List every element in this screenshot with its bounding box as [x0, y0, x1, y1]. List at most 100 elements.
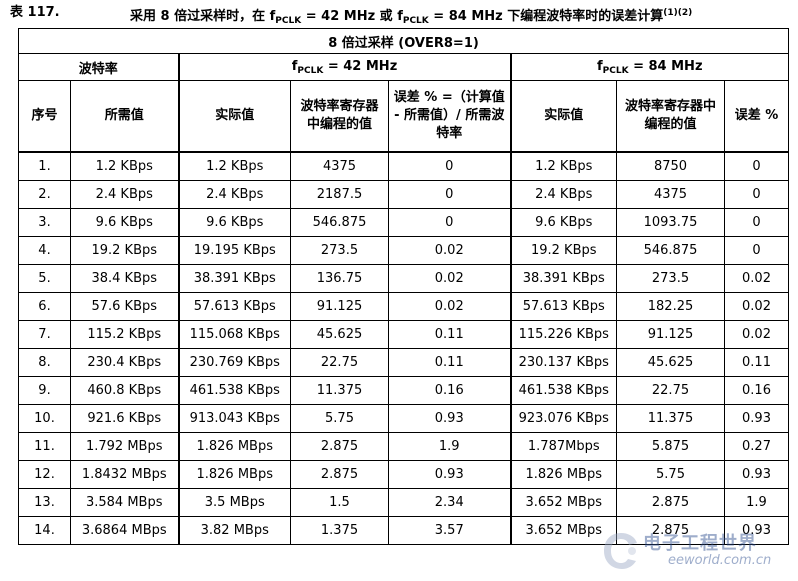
cell-register-42: 1.375 [290, 516, 389, 545]
cell-required: 38.4 KBps [70, 264, 180, 293]
cell-register-42: 91.125 [290, 292, 389, 321]
table-row: 13. 3.584 MBps 3.5 MBps 1.5 2.34 3.652 MBps 2.… [18, 488, 789, 517]
oversampling-header: 8 倍过采样 (OVER8=1) [18, 28, 789, 54]
cell-actual-42: 3.5 MBps [178, 488, 291, 517]
col-header-actual-42: 实际值 [178, 80, 291, 153]
cell-actual-84: 1.2 KBps [510, 151, 617, 181]
fpclk-84-header: fPCLK = 84 MHz [510, 53, 789, 81]
cell-register-42: 546.875 [290, 208, 389, 237]
cell-error-42: 0.93 [388, 404, 512, 433]
cell-actual-42: 19.195 KBps [178, 236, 291, 265]
cell-register-42: 1.5 [290, 488, 389, 517]
table-row: 3. 9.6 KBps 9.6 KBps 546.875 0 9.6 KBps 1093.7… [18, 208, 789, 237]
cell-register-84: 1093.75 [616, 208, 725, 237]
cell-index: 9. [18, 376, 71, 405]
cell-register-42: 2187.5 [290, 180, 389, 209]
eeworld-watermark: 电子工程世界 eeworld.com.cn [598, 527, 788, 577]
cell-error-42: 0 [388, 151, 512, 181]
cell-register-84: 4375 [616, 180, 725, 209]
cell-actual-84: 19.2 KBps [510, 236, 617, 265]
cell-error-84: 0 [724, 208, 789, 237]
cell-index: 5. [18, 264, 71, 293]
baud-rate-group-header: 波特率 [18, 53, 180, 81]
col-header-required: 所需值 [70, 80, 180, 153]
cell-error-84: 0 [724, 236, 789, 265]
cell-required: 1.792 MBps [70, 432, 180, 461]
cell-index: 6. [18, 292, 71, 321]
col-header-error-84: 误差 % [724, 80, 789, 153]
table-row: 6. 57.6 KBps 57.613 KBps 91.125 0.02 57.613 K… [18, 292, 789, 321]
table-caption: 表 117. 采用 8 倍过采样时，在 fPCLK = 42 MHz 或 fPC… [8, 3, 798, 26]
cell-register-84: 273.5 [616, 264, 725, 293]
cell-error-84: 0.02 [724, 264, 789, 293]
cell-actual-84: 461.538 KBps [510, 376, 617, 405]
table-number: 表 117. [10, 5, 60, 20]
cell-required: 1.8432 MBps [70, 460, 180, 489]
cell-register-84: 5.75 [616, 460, 725, 489]
fpclk-42-header: fPCLK = 42 MHz [178, 53, 512, 81]
cell-error-42: 2.34 [388, 488, 512, 517]
cell-register-42: 136.75 [290, 264, 389, 293]
cell-actual-84: 1.787Mbps [510, 432, 617, 461]
table-row: 7. 115.2 KBps 115.068 KBps 45.625 0.11 115.22… [18, 320, 789, 349]
table-body: 1. 1.2 KBps 1.2 KBps 4375 0 1.2 KBps 8750 0 2. 2.… [18, 151, 789, 545]
cell-actual-42: 1.2 KBps [178, 151, 291, 181]
cell-index: 7. [18, 320, 71, 349]
cell-error-84: 0.93 [724, 404, 789, 433]
cell-required: 2.4 KBps [70, 180, 180, 209]
cell-register-84: 2.875 [616, 488, 725, 517]
cell-error-84: 0.11 [724, 348, 789, 377]
cell-actual-42: 3.82 MBps [178, 516, 291, 545]
cell-index: 2. [18, 180, 71, 209]
footnote-ref: (1)(2) [663, 8, 693, 18]
cell-error-84: 0.27 [724, 432, 789, 461]
table-row: 5. 38.4 KBps 38.391 KBps 136.75 0.02 38.391 K… [18, 264, 789, 293]
cell-register-42: 273.5 [290, 236, 389, 265]
cell-error-42: 0.02 [388, 264, 512, 293]
cell-error-42: 0.02 [388, 292, 512, 321]
cell-actual-42: 230.769 KBps [178, 348, 291, 377]
cell-register-84: 5.875 [616, 432, 725, 461]
cell-actual-42: 115.068 KBps [178, 320, 291, 349]
table-row: 10. 921.6 KBps 913.043 KBps 5.75 0.93 923.076… [18, 404, 789, 433]
cell-register-84: 45.625 [616, 348, 725, 377]
cell-register-84: 22.75 [616, 376, 725, 405]
cell-register-42: 11.375 [290, 376, 389, 405]
cell-register-42: 2.875 [290, 432, 389, 461]
col-header-register-42: 波特率寄存器中编程的值 [290, 80, 389, 153]
cell-index: 10. [18, 404, 71, 433]
cell-index: 12. [18, 460, 71, 489]
cell-register-84: 91.125 [616, 320, 725, 349]
cell-actual-42: 9.6 KBps [178, 208, 291, 237]
cell-error-84: 0.93 [724, 460, 789, 489]
cell-actual-84: 115.226 KBps [510, 320, 617, 349]
col-header-error-42: 误差 % =（计算值 - 所需值）/ 所需波特率 [388, 80, 512, 153]
cell-required: 9.6 KBps [70, 208, 180, 237]
cell-register-84: 546.875 [616, 236, 725, 265]
cell-required: 115.2 KBps [70, 320, 180, 349]
cell-register-42: 5.75 [290, 404, 389, 433]
cell-actual-84: 230.137 KBps [510, 348, 617, 377]
cell-actual-42: 2.4 KBps [178, 180, 291, 209]
cell-error-42: 0.93 [388, 460, 512, 489]
cell-register-84: 2.875 [616, 516, 725, 545]
table-row: 14. 3.6864 MBps 3.82 MBps 1.375 3.57 3.652 MB… [18, 516, 789, 545]
cell-actual-84: 923.076 KBps [510, 404, 617, 433]
cell-error-42: 3.57 [388, 516, 512, 545]
table-row: 2. 2.4 KBps 2.4 KBps 2187.5 0 2.4 KBps 4375 0 [18, 180, 789, 209]
cell-required: 1.2 KBps [70, 151, 180, 181]
cell-error-84: 0.02 [724, 320, 789, 349]
cell-register-42: 2.875 [290, 460, 389, 489]
watermark-cn-text: 电子工程世界 [643, 533, 757, 554]
cell-error-84: 0 [724, 180, 789, 209]
cell-actual-42: 1.826 MBps [178, 432, 291, 461]
cell-index: 4. [18, 236, 71, 265]
cell-register-42: 22.75 [290, 348, 389, 377]
cell-error-84: 0.16 [724, 376, 789, 405]
table-row: 4. 19.2 KBps 19.195 KBps 273.5 0.02 19.2 KBps… [18, 236, 789, 265]
cell-required: 460.8 KBps [70, 376, 180, 405]
cell-error-84: 0 [724, 151, 789, 181]
cell-error-84: 0.93 [724, 516, 789, 545]
cell-actual-84: 38.391 KBps [510, 264, 617, 293]
cell-index: 8. [18, 348, 71, 377]
